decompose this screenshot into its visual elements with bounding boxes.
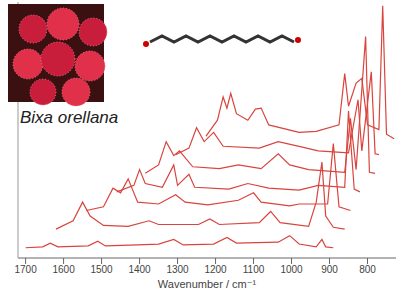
- svg-text:1300: 1300: [166, 264, 189, 275]
- svg-text:900: 900: [321, 264, 338, 275]
- svg-text:1500: 1500: [90, 264, 113, 275]
- svg-text:1600: 1600: [52, 264, 75, 275]
- html-text:Bixa orellana: Bixa orellana: [20, 108, 119, 127]
- svg-text:1200: 1200: [204, 264, 227, 275]
- svg-text:1700: 1700: [14, 264, 37, 275]
- svg-text:1400: 1400: [128, 264, 151, 275]
- svg-text:1100: 1100: [243, 264, 265, 275]
- svg-text:800: 800: [359, 264, 376, 275]
- svg-text:1000: 1000: [280, 264, 303, 275]
- svg-text:Wavenumber / cm⁻¹: Wavenumber / cm⁻¹: [158, 278, 257, 290]
